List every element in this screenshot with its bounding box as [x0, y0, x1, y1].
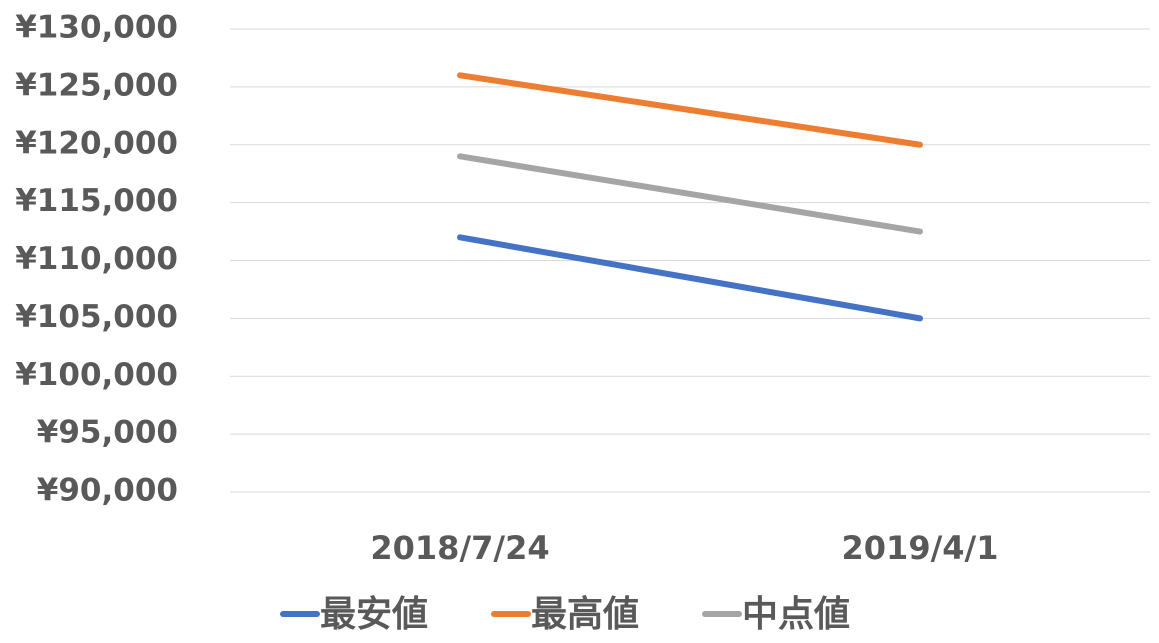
x-tick-label: 2018/7/24 [370, 529, 549, 567]
legend-label: 最高値 [531, 594, 639, 635]
series-line [457, 72, 923, 148]
y-tick-label: ¥130,000 [15, 10, 178, 46]
x-tick-label: 2019/4/1 [842, 529, 999, 567]
series-line [457, 153, 923, 235]
legend-label: 中点値 [742, 594, 850, 635]
y-tick-label: ¥115,000 [15, 183, 178, 219]
legend-label: 最安値 [320, 594, 428, 635]
y-tick-label: ¥105,000 [15, 299, 178, 335]
series-line [457, 234, 923, 322]
y-tick-label: ¥125,000 [15, 67, 178, 103]
y-tick-label: ¥110,000 [15, 241, 178, 277]
y-tick-label: ¥90,000 [37, 473, 178, 509]
y-tick-label: ¥120,000 [15, 125, 178, 161]
y-tick-label: ¥100,000 [15, 357, 178, 393]
y-tick-label: ¥95,000 [37, 415, 178, 451]
